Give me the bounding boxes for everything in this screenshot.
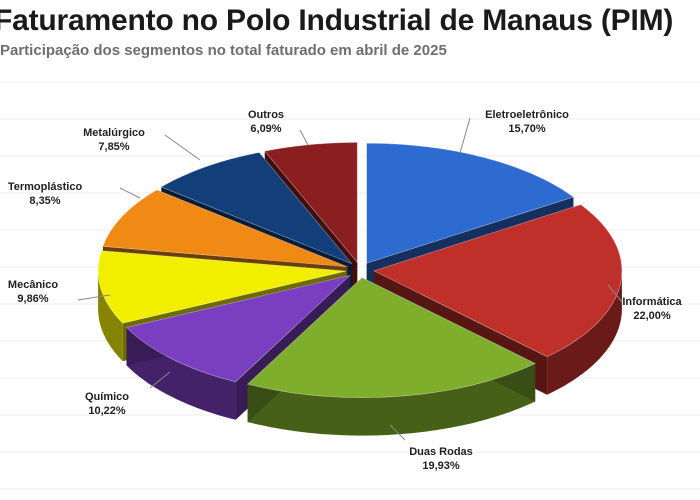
label-value-informatica: 22,00% [633,310,671,322]
chart-title: Faturamento no Polo Industrial de Manaus… [0,4,674,37]
slice-duas-rodas[interactable] [246,277,537,398]
leader-line-quimico [149,371,171,389]
slice-eletroeletronico[interactable] [366,142,575,264]
label-name-mecanico: Mecânico [8,279,58,291]
slice-quimico[interactable] [125,274,352,383]
label-name-duas-rodas: Duas Rodas [409,446,473,458]
label-value-mecanico: 9,86% [17,293,48,305]
leader-line-informatica [607,284,623,303]
leader-line-termoplastico [119,187,141,199]
slice-wall-inform-tica [547,270,622,395]
leader-line-duas-rodas [389,424,406,441]
slice-wall-mec-nico [98,271,123,362]
label-name-outros: Outros [248,109,284,121]
leader-line-metalurgico [164,134,201,161]
leader-line-outros [299,129,309,146]
slice-informatica[interactable] [372,204,623,358]
slice-wall-duas-rodas [247,363,536,436]
slice-termoplastico[interactable] [102,189,348,268]
leader-line-mecanico [77,294,111,301]
slice-mecanico[interactable] [97,250,347,324]
label-value-eletroeletronico: 15,70% [508,123,546,135]
label-value-outros: 6,09% [250,123,281,135]
label-name-metalurgico: Metalúrgico [83,127,145,139]
label-value-termoplastico: 8,35% [29,195,60,207]
label-name-informatica: Informática [622,296,682,308]
label-value-quimico: 10,22% [88,405,126,417]
label-name-termoplastico: Termoplástico [8,181,83,193]
label-value-duas-rodas: 19,93% [422,460,460,472]
leader-line-eletroeletronico [459,117,471,154]
slice-outros[interactable] [263,142,358,264]
slice-metalurgico[interactable] [160,152,353,265]
slice-labels: Eletroeletrônico 15,70% Informática 22,00% D… [8,109,683,472]
label-name-quimico: Químico [85,391,129,403]
label-name-eletroeletronico: Eletroeletrônico [485,109,569,121]
label-value-metalurgico: 7,85% [98,141,129,153]
chart-subtitle: Participação dos segmentos no total fatu… [0,42,447,59]
pie-top-faces [97,142,623,398]
